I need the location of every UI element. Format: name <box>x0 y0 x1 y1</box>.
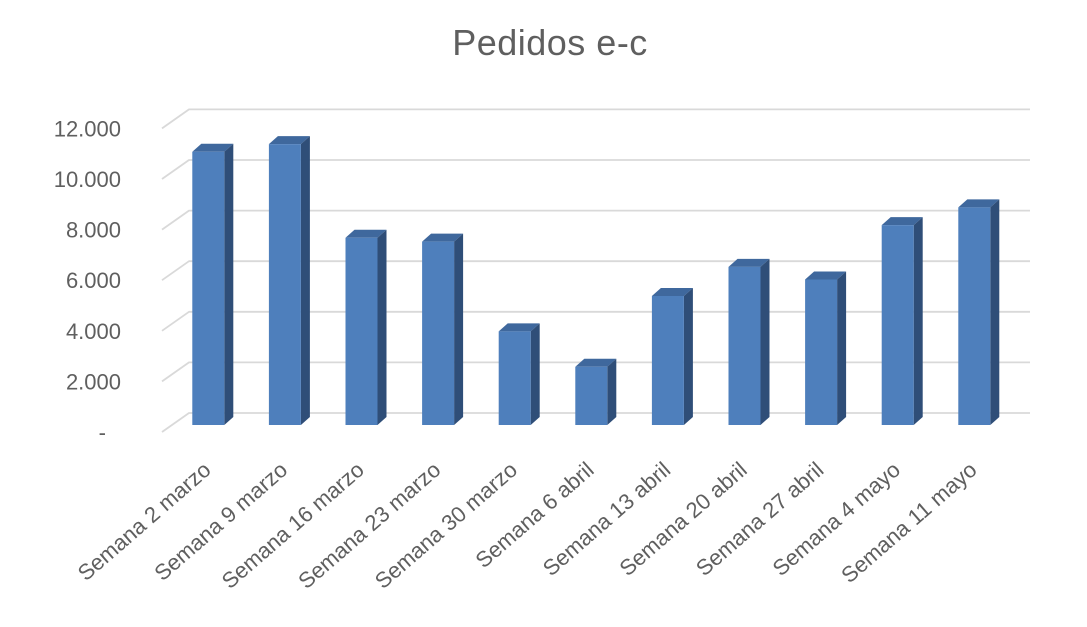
bar-top-face <box>575 358 617 367</box>
x-tick-label: Semana 30 marzo <box>370 457 522 594</box>
x-tick-label: Semana 9 marzo <box>149 457 292 586</box>
y-tick-label: 12.000 <box>54 116 121 141</box>
bar-side-face <box>300 136 310 426</box>
bar-semana-6-abril <box>575 358 617 425</box>
gridline <box>161 159 1030 180</box>
bar-semana-30-marzo <box>498 323 540 425</box>
bar-top-face <box>268 136 310 145</box>
bar-semana-9-marzo <box>268 136 310 426</box>
bar-front-face <box>958 207 991 425</box>
bar-side-face <box>530 323 540 425</box>
bar-side-face <box>454 233 464 425</box>
bar-semana-11-mayo <box>958 199 1000 425</box>
y-axis-labels: - 2.000 4.000 6.000 8.000 10.000 12.000 <box>54 116 121 445</box>
bar-front-face <box>498 331 531 425</box>
bar-top-face <box>192 143 234 152</box>
gridlines <box>161 108 1030 433</box>
bar-side-face <box>683 287 693 425</box>
bar-top-face <box>651 287 693 296</box>
bar-semana-23-marzo <box>422 233 464 425</box>
x-tick-label: Semana 27 abril <box>691 457 828 581</box>
bar-top-face <box>881 217 923 226</box>
bar-top-face <box>958 199 1000 208</box>
bar-semana-27-abril <box>805 271 847 425</box>
gridline <box>161 209 1030 231</box>
bar-front-face <box>881 225 914 425</box>
x-tick-label: Semana 11 mayo <box>836 457 981 588</box>
y-tick-label: 4.000 <box>66 319 121 344</box>
bar-front-face <box>345 237 378 425</box>
bar-side-face <box>837 271 847 425</box>
x-tick-label: Semana 16 marzo <box>217 457 369 594</box>
x-tick-label: Semana 13 abril <box>538 457 675 581</box>
bar-side-face <box>607 358 617 425</box>
x-tick-label: Semana 23 marzo <box>293 457 445 594</box>
bar-side-face <box>377 229 387 425</box>
bar-top-face <box>422 233 464 242</box>
bar-front-face <box>575 366 608 425</box>
bar-side-face <box>913 217 923 425</box>
bar-top-face <box>805 271 847 280</box>
bar-front-face <box>805 279 838 425</box>
bar-front-face <box>268 144 301 426</box>
bar-front-face <box>192 151 225 425</box>
y-tick-label: 6.000 <box>66 268 121 293</box>
bar-semana-16-marzo <box>345 229 387 425</box>
bar-top-face <box>498 323 540 332</box>
bar-side-face <box>760 258 770 425</box>
y-tick-label: 2.000 <box>66 369 121 394</box>
bar-front-face <box>422 241 455 425</box>
bar-semana-20-abril <box>728 258 770 425</box>
bar-side-face <box>224 143 234 425</box>
x-tick-label: Semana 4 mayo <box>768 457 905 581</box>
y-tick-label: 8.000 <box>66 218 121 243</box>
gridline <box>161 108 1030 130</box>
x-tick-label: Semana 2 marzo <box>73 457 216 586</box>
bars <box>192 136 1000 426</box>
x-tick-label: Semana 20 abril <box>614 457 751 581</box>
bar-top-face <box>728 258 770 267</box>
bar-front-face <box>728 266 761 425</box>
bar-semana-2-marzo <box>192 143 234 425</box>
y-tick-label: 10.000 <box>54 167 121 192</box>
y-tick-label: - <box>99 420 106 445</box>
bar-semana-4-mayo <box>881 217 923 425</box>
bar-top-face <box>345 229 387 238</box>
bar-semana-13-abril <box>651 287 693 425</box>
bar-front-face <box>651 295 684 425</box>
chart-title: Pedidos e-c <box>452 22 648 63</box>
bar-side-face <box>990 199 1000 425</box>
